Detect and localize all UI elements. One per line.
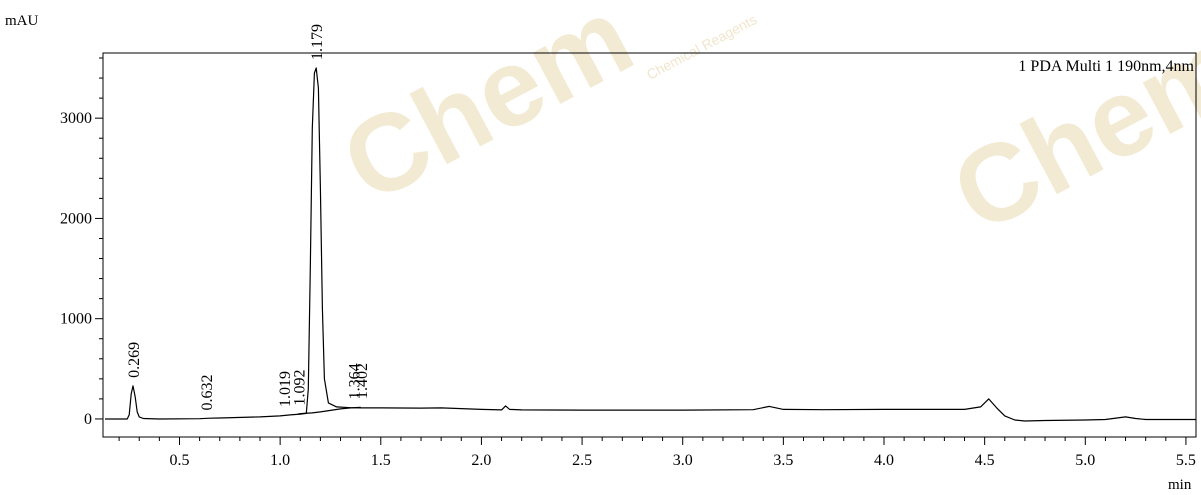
- x-tick-label: 0.5: [169, 452, 189, 469]
- y-tick-label: 3000: [60, 110, 92, 127]
- x-tick-label: 4.0: [874, 452, 894, 469]
- peak-label: 1.179: [309, 24, 326, 60]
- plot-frame: [102, 52, 1197, 438]
- peak-label: 0.269: [126, 342, 143, 378]
- x-tick-label: 3.0: [673, 452, 693, 469]
- y-tick-label: 0: [84, 411, 92, 428]
- y-axis-unit: mAU: [5, 13, 39, 29]
- baseline-trace: [298, 406, 361, 415]
- x-tick-label: 5.5: [1176, 452, 1196, 469]
- peak-label: 1.402: [354, 363, 371, 399]
- traces: [105, 67, 1196, 422]
- x-tick-label: 4.5: [975, 452, 995, 469]
- x-tick-label: 3.5: [773, 452, 793, 469]
- peak-label: 1.092: [292, 369, 309, 405]
- peak-label: 1.019: [277, 371, 294, 407]
- x-tick-label: 5.0: [1075, 452, 1095, 469]
- svg-text:Chem: Chem: [934, 4, 1201, 256]
- peak-label: 0.632: [199, 375, 216, 411]
- x-tick-label: 1.0: [270, 452, 290, 469]
- x-tick-label: 2.0: [471, 452, 491, 469]
- axes: 0 1000 2000 3000 0.5 1.0 1.5 2.0 2.5 3.0 3.5 4.0 4.5…: [60, 52, 1197, 469]
- y-tick-label: 2000: [60, 210, 92, 227]
- legend: 1 PDA Multi 1 190nm,4nm: [1018, 58, 1194, 75]
- x-tick-label: 2.5: [572, 452, 592, 469]
- x-tick-label: 1.5: [371, 452, 391, 469]
- x-axis-unit: min: [1168, 477, 1192, 493]
- svg-text:Chem: Chem: [324, 0, 652, 226]
- y-tick-label: 1000: [60, 311, 92, 328]
- peak-label: 1.364: [346, 363, 363, 399]
- svg-text:Chemical Reagents: Chemical Reagents: [644, 11, 759, 82]
- watermark: Chem Chem Chemical Reagents: [324, 0, 1201, 256]
